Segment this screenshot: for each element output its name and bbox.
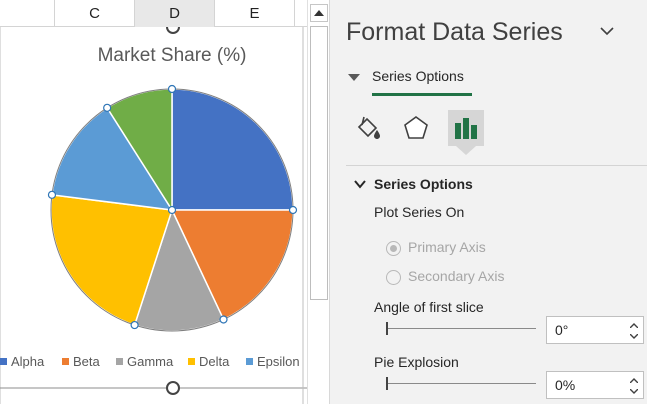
pie-explosion-input[interactable] xyxy=(555,377,615,393)
pie-explosion-slider[interactable] xyxy=(386,377,536,391)
paint-bucket-icon xyxy=(357,116,380,139)
center-handle[interactable] xyxy=(167,205,177,215)
legend-label: Beta xyxy=(73,354,101,369)
fill-line-tab[interactable] xyxy=(350,110,386,146)
column-header-d[interactable]: D xyxy=(135,0,215,27)
slice-handle[interactable] xyxy=(103,103,112,112)
legend-swatch xyxy=(0,358,7,365)
legend-swatch xyxy=(246,358,253,365)
secondary-axis-label: Secondary Axis xyxy=(408,268,505,284)
bar-chart-icon xyxy=(455,118,477,139)
triangle-up-icon xyxy=(314,10,324,16)
legend-item-beta[interactable]: Beta xyxy=(62,354,101,369)
effects-tab[interactable] xyxy=(398,110,434,146)
legend-item-delta[interactable]: Delta xyxy=(188,354,230,369)
chevron-down-icon xyxy=(600,27,614,36)
radio-button[interactable] xyxy=(386,270,401,285)
chevron-down-icon xyxy=(630,389,638,394)
series-options-tab[interactable] xyxy=(448,110,484,146)
angle-first-slice-spinner[interactable] xyxy=(546,316,644,344)
legend-label: Delta xyxy=(199,354,230,369)
legend-label: Epsilon xyxy=(257,354,300,369)
column-header-f[interactable] xyxy=(295,0,307,27)
angle-first-slice-label: Angle of first slice xyxy=(374,299,484,315)
chevron-up-icon xyxy=(630,378,638,383)
slice-handle[interactable] xyxy=(47,190,57,199)
tab-series-options-label: Series Options xyxy=(372,68,464,84)
slider-thumb[interactable] xyxy=(386,377,388,390)
column-header-e[interactable]: E xyxy=(215,0,295,27)
scroll-up-button[interactable] xyxy=(310,4,328,22)
column-headers: C D E xyxy=(0,0,307,27)
pane-divider xyxy=(346,165,647,166)
chevron-down-icon xyxy=(354,180,366,189)
slice-handle[interactable] xyxy=(219,315,228,324)
caret-down-icon xyxy=(348,74,360,81)
legend-item-alpha[interactable]: Alpha xyxy=(0,354,45,369)
spin-down-button[interactable] xyxy=(629,332,639,341)
slider-track[interactable] xyxy=(386,383,536,384)
primary-axis-label: Primary Axis xyxy=(408,239,486,255)
chevron-up-icon xyxy=(630,323,638,328)
chart-resize-handle-top[interactable] xyxy=(166,27,180,34)
pentagon-icon xyxy=(404,116,428,139)
chart-resize-handle-bottom[interactable] xyxy=(166,381,180,395)
format-data-series-pane: Format Data Series Series Options xyxy=(329,0,647,404)
chart-title[interactable]: Market Share (%) xyxy=(98,45,247,66)
pie-slice-alpha[interactable] xyxy=(171,88,294,211)
legend-swatch xyxy=(188,358,195,365)
pie-chart-canvas[interactable]: Market Share (%) Alpha Beta Gamma Delta Epsi… xyxy=(0,27,307,404)
angle-first-slice-input[interactable] xyxy=(555,322,615,338)
slider-thumb[interactable] xyxy=(386,322,388,335)
angle-first-slice-slider[interactable] xyxy=(386,322,536,336)
active-tab-pointer-icon xyxy=(456,146,476,155)
legend-item-epsilon[interactable]: Epsilon xyxy=(246,354,300,369)
chart-legend[interactable]: Alpha Beta Gamma Delta Epsilon xyxy=(0,354,300,369)
legend-swatch xyxy=(116,358,123,365)
pane-options-button[interactable] xyxy=(596,20,618,42)
legend-item-gamma[interactable]: Gamma xyxy=(116,354,174,369)
section-label: Series Options xyxy=(374,176,473,192)
vertical-scrollbar[interactable] xyxy=(307,0,329,404)
slice-handle[interactable] xyxy=(130,320,139,330)
plot-series-on-label: Plot Series On xyxy=(374,204,465,220)
pie-chart[interactable]: Market Share (%) Alpha Beta Gamma Delta Epsi… xyxy=(0,27,307,404)
pie-explosion-spinner[interactable] xyxy=(546,371,644,399)
legend-label: Alpha xyxy=(11,354,45,369)
tab-active-indicator xyxy=(372,93,472,96)
slice-handle[interactable] xyxy=(167,84,177,94)
pie-explosion-label: Pie Explosion xyxy=(374,354,459,370)
scroll-thumb[interactable] xyxy=(310,26,328,300)
spin-up-button[interactable] xyxy=(629,376,639,385)
slice-handle[interactable] xyxy=(288,205,298,215)
worksheet: C D E Market Share (%) Alpha Beta Gamma Del… xyxy=(0,0,307,404)
pane-title: Format Data Series xyxy=(346,18,563,46)
column-header-b[interactable] xyxy=(0,0,55,27)
radio-button[interactable] xyxy=(386,241,401,256)
chevron-down-icon xyxy=(630,334,638,339)
legend-label: Gamma xyxy=(127,354,174,369)
spin-down-button[interactable] xyxy=(629,387,639,396)
column-header-c[interactable]: C xyxy=(55,0,135,27)
slider-track[interactable] xyxy=(386,328,536,329)
spin-up-button[interactable] xyxy=(629,321,639,330)
series-selection-handles xyxy=(47,84,298,330)
legend-swatch xyxy=(62,358,69,365)
